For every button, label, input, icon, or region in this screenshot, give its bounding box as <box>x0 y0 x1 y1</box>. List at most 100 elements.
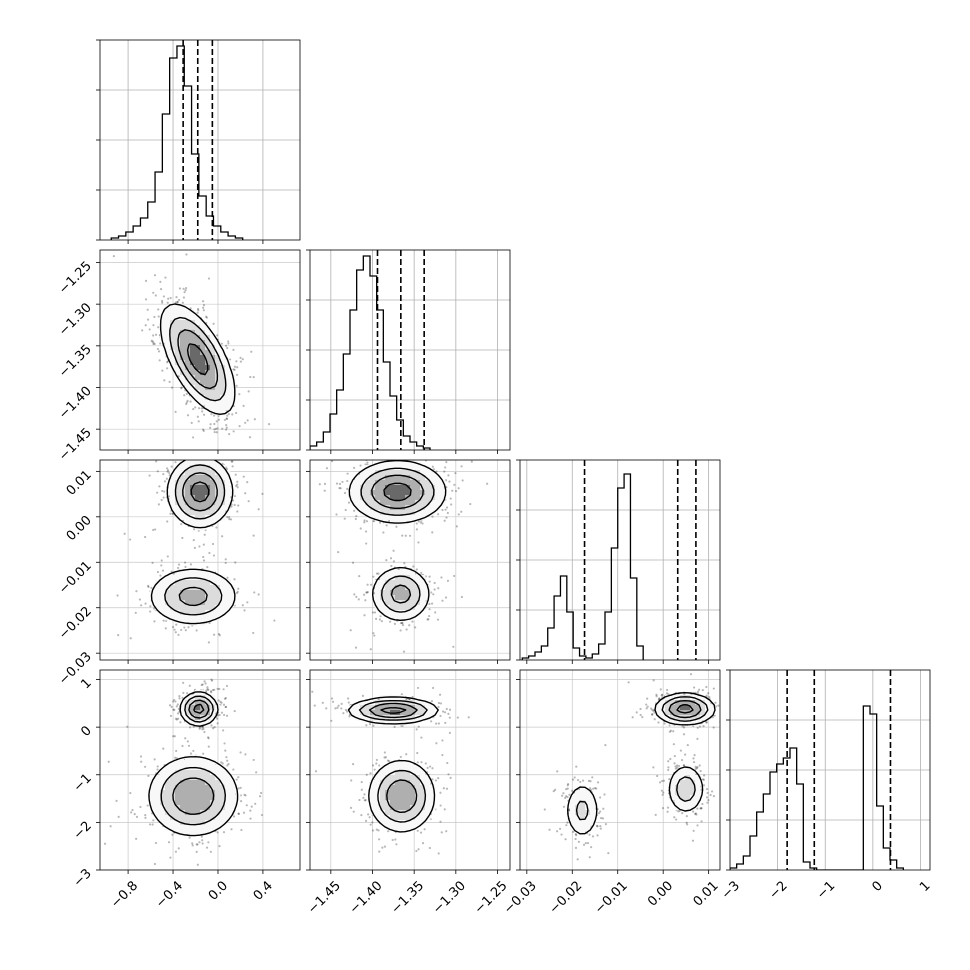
scatter-point <box>186 399 189 403</box>
density-cell <box>160 790 166 796</box>
density-cell <box>175 575 181 581</box>
scatter-point <box>372 632 375 635</box>
scatter-point <box>365 591 368 594</box>
density-cell <box>195 800 201 806</box>
density-cell <box>160 795 166 801</box>
density-cell <box>200 485 206 491</box>
scatter-point <box>168 704 172 707</box>
density-cell <box>220 485 226 491</box>
density-cell <box>365 510 371 516</box>
density-cell <box>355 490 361 496</box>
density-cell <box>175 820 181 826</box>
density-cell <box>355 475 361 481</box>
scatter-point <box>239 360 242 363</box>
density-cell <box>430 475 436 481</box>
density-cell <box>200 590 206 596</box>
scatter-point <box>200 835 203 838</box>
scatter-point <box>411 620 414 623</box>
density-cell <box>175 350 181 356</box>
scatter-point <box>446 511 449 515</box>
scatter-point <box>171 700 175 703</box>
density-cell <box>390 615 396 621</box>
scatter-point <box>175 705 178 708</box>
density-cell <box>220 605 226 611</box>
density-cell <box>205 355 211 361</box>
density-cell <box>170 785 176 791</box>
scatter-point <box>166 555 169 558</box>
density-cell <box>165 305 171 311</box>
density-cell <box>390 470 396 476</box>
scatter-point <box>224 705 227 709</box>
density-cell <box>180 355 186 361</box>
density-cell <box>215 360 221 366</box>
density-cell <box>225 605 231 611</box>
density-cell <box>155 805 161 811</box>
scatter-point <box>249 817 252 820</box>
density-cell <box>415 515 421 521</box>
density-cell <box>215 465 221 471</box>
density-cell <box>175 600 181 606</box>
scatter-point <box>167 297 170 300</box>
density-cell <box>195 580 201 586</box>
scatter-point <box>404 456 406 458</box>
density-cell <box>375 490 381 496</box>
density-cell <box>200 390 206 396</box>
density-cell <box>385 515 391 521</box>
density-cell <box>425 505 431 511</box>
density-cell <box>195 805 201 811</box>
scatter-point <box>221 762 224 765</box>
scatter-point <box>188 836 191 839</box>
density-cell <box>225 400 231 406</box>
density-cell <box>220 800 226 806</box>
scatter-point <box>148 474 151 477</box>
density-cell <box>210 465 216 471</box>
density-cell <box>400 495 406 501</box>
density-cell <box>200 595 206 601</box>
scatter-point <box>453 483 456 486</box>
density-cell <box>380 600 386 606</box>
density-cell <box>210 500 216 506</box>
density-cell <box>370 475 376 481</box>
density-cell <box>155 795 161 801</box>
scatter-point <box>250 350 253 353</box>
density-cell <box>205 580 211 586</box>
density-cell <box>405 465 411 471</box>
density-cell <box>200 505 206 511</box>
scatter-point <box>371 611 375 614</box>
density-cell <box>205 795 211 801</box>
scatter-point <box>228 516 231 519</box>
density-cell <box>225 485 231 491</box>
density-cell <box>165 770 171 776</box>
scatter-point <box>240 450 242 452</box>
density-cell <box>205 340 211 346</box>
density-cell <box>195 695 201 701</box>
density-cell <box>205 490 211 496</box>
density-cell <box>195 795 201 801</box>
density-cell <box>160 580 166 586</box>
density-cell <box>220 405 226 411</box>
scatter-point <box>432 468 435 471</box>
scatter-point <box>198 841 201 844</box>
scatter-point <box>377 572 380 575</box>
scatter-point <box>432 593 435 596</box>
scatter-point <box>414 626 417 629</box>
scatter-point <box>216 687 219 690</box>
density-panel-1-3 <box>306 669 511 874</box>
density-cell <box>195 790 201 796</box>
density-cell <box>380 470 386 476</box>
scatter-point <box>199 455 201 457</box>
scatter-point <box>163 490 166 493</box>
density-cell <box>395 605 401 611</box>
density-cell <box>385 475 391 481</box>
density-cell <box>405 590 411 596</box>
density-cell <box>410 495 416 501</box>
scatter-point <box>211 542 215 546</box>
density-panel-0-3 <box>96 669 301 874</box>
density-cell <box>165 325 171 331</box>
density-cell <box>415 500 421 506</box>
scatter-point <box>164 627 167 630</box>
density-cell <box>355 500 361 506</box>
scatter-point <box>201 842 204 845</box>
scatter-point <box>162 472 165 476</box>
density-cell <box>195 785 201 791</box>
